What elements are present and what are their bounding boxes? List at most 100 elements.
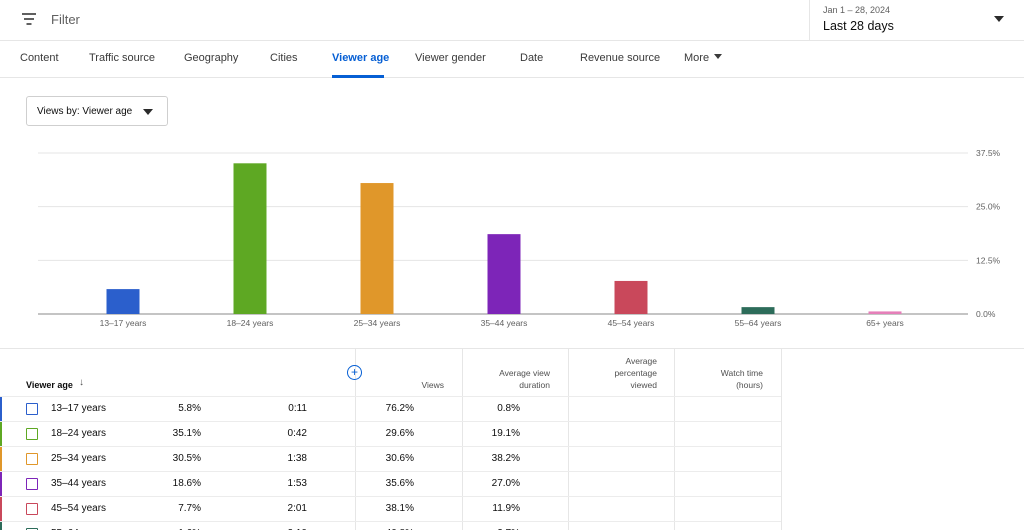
tab-cities[interactable]: Cities — [270, 52, 298, 64]
bar — [487, 234, 521, 314]
row-label: 18–24 years — [51, 428, 107, 439]
average-percentage-viewed-cell: 35.6% — [385, 478, 414, 489]
row-label: 13–17 years — [51, 403, 107, 414]
y-tick-label: 12.5% — [976, 255, 1001, 265]
active-tab-indicator — [332, 75, 384, 78]
date-range-label: Last 28 days — [823, 19, 894, 33]
tab-viewer-gender[interactable]: Viewer gender — [415, 52, 486, 64]
tab-revenue-source[interactable]: Revenue source — [580, 52, 661, 64]
row-label: 25–34 years — [51, 453, 107, 464]
y-tick-label: 25.0% — [976, 202, 1001, 212]
caret-down-icon — [143, 109, 153, 115]
tab-more[interactable]: More — [684, 52, 723, 64]
row-checkbox[interactable] — [26, 403, 38, 415]
column-divider — [568, 349, 569, 530]
row-checkbox[interactable] — [26, 503, 38, 515]
column-header-average-percentage-viewed[interactable]: Average percentage viewed — [614, 356, 657, 390]
y-tick-label: 0.0% — [976, 309, 996, 319]
tab-content[interactable]: Content — [20, 52, 59, 64]
row-color-stripe — [0, 522, 2, 530]
average-view-duration-cell: 0:42 — [287, 428, 307, 439]
row-color-stripe — [0, 472, 2, 496]
viewer-age-bar-chart: 37.5% 25.0% 12.5% 0.0% 13–17 years 18–24 year… — [38, 148, 1001, 328]
x-tick-label: 65+ years — [866, 318, 904, 328]
column-divider — [462, 349, 463, 530]
table-row[interactable]: 18–24 years 35.1% 0:42 29.6% 19.1% — [0, 421, 781, 446]
x-tick-label: 45–54 years — [608, 318, 655, 328]
watch-time-cell: 27.0% — [491, 478, 520, 489]
average-view-duration-cell: 2:01 — [287, 503, 307, 514]
watch-time-cell: 19.1% — [491, 428, 520, 439]
bar — [233, 163, 267, 314]
tab-more-label: More — [684, 52, 710, 64]
bar — [614, 280, 648, 314]
views-cell: 5.8% — [178, 403, 201, 414]
average-percentage-viewed-cell: 29.6% — [385, 428, 414, 439]
caret-down-icon — [714, 54, 723, 59]
views-cell: 7.7% — [178, 503, 201, 514]
views-by-dropdown-label: Views by: Viewer age — [37, 106, 133, 117]
watch-time-cell: 11.9% — [492, 503, 520, 514]
column-header-views[interactable]: Views — [421, 380, 444, 390]
column-header-viewer-age[interactable]: Viewer age — [26, 380, 73, 390]
add-metric-button[interactable]: + — [347, 365, 362, 380]
column-header-watch-time[interactable]: Watch time (hours) — [720, 368, 763, 390]
views-by-dropdown[interactable]: Views by: Viewer age — [26, 96, 168, 126]
column-header-average-view-duration[interactable]: Average view duration — [499, 368, 550, 390]
date-range-picker[interactable]: Jan 1 – 28, 2024 Last 28 days — [809, 0, 1024, 41]
sort-arrow-icon[interactable]: ↓ — [79, 377, 84, 388]
average-percentage-viewed-cell: 40.8% — [386, 528, 414, 530]
row-color-stripe — [0, 397, 2, 421]
chevron-down-icon — [994, 16, 1004, 22]
tab-viewer-age[interactable]: Viewer age — [332, 52, 390, 64]
tab-bar: Content Traffic source Geography Cities … — [0, 41, 1024, 78]
filter-icon[interactable] — [22, 13, 36, 25]
average-percentage-viewed-cell: 30.6% — [385, 453, 414, 464]
x-tick-label: 55–64 years — [735, 318, 782, 328]
bar — [868, 311, 902, 314]
x-tick-label: 25–34 years — [354, 318, 401, 328]
viewer-age-table: Viewer age ↓ + Views Average view durati… — [0, 348, 1024, 530]
row-checkbox[interactable] — [26, 478, 38, 490]
watch-time-cell: 2.7% — [497, 528, 520, 530]
views-cell: 1.6% — [178, 528, 201, 530]
average-percentage-viewed-cell: 76.2% — [385, 403, 414, 414]
x-tick-label: 18–24 years — [227, 318, 274, 328]
bar — [106, 289, 140, 314]
average-view-duration-cell: 2:10 — [288, 528, 307, 530]
row-checkbox[interactable] — [26, 528, 38, 530]
date-range-text: Jan 1 – 28, 2024 — [823, 5, 891, 15]
average-percentage-viewed-cell: 38.1% — [385, 503, 414, 514]
views-cell: 35.1% — [172, 428, 201, 439]
row-color-stripe — [0, 447, 2, 471]
row-color-stripe — [0, 422, 2, 446]
row-checkbox[interactable] — [26, 428, 38, 440]
row-checkbox[interactable] — [26, 453, 38, 465]
watch-time-cell: 38.2% — [491, 453, 520, 464]
tab-geography[interactable]: Geography — [184, 52, 239, 64]
bar — [741, 307, 775, 314]
bar — [360, 183, 394, 314]
table-row[interactable]: 25–34 years 30.5% 1:38 30.6% 38.2% — [0, 446, 781, 471]
table-row[interactable]: 35–44 years 18.6% 1:53 35.6% 27.0% — [0, 471, 781, 496]
views-cell: 30.5% — [172, 453, 201, 464]
table-row[interactable]: 45–54 years 7.7% 2:01 38.1% 11.9% — [0, 496, 781, 521]
filter-input[interactable]: Filter — [51, 12, 80, 27]
average-view-duration-cell: 1:38 — [287, 453, 307, 464]
tab-date[interactable]: Date — [520, 52, 544, 64]
table-row[interactable]: 13–17 years 5.8% 0:11 76.2% 0.8% — [0, 396, 781, 421]
tab-traffic-source[interactable]: Traffic source — [89, 52, 156, 64]
average-view-duration-cell: 0:11 — [288, 403, 307, 414]
row-label: 45–54 years — [51, 503, 107, 514]
x-tick-label: 13–17 years — [100, 318, 147, 328]
table-row[interactable]: 55–64 years 1.6% 2:10 40.8% 2.7% — [0, 521, 781, 530]
views-cell: 18.6% — [172, 478, 201, 489]
x-tick-label: 35–44 years — [481, 318, 528, 328]
row-label: 55–64 years — [51, 528, 106, 530]
y-tick-label: 37.5% — [976, 148, 1001, 158]
column-divider — [355, 349, 356, 530]
column-divider — [781, 349, 782, 530]
average-view-duration-cell: 1:53 — [287, 478, 307, 489]
row-label: 35–44 years — [51, 478, 107, 489]
column-divider — [674, 349, 675, 530]
